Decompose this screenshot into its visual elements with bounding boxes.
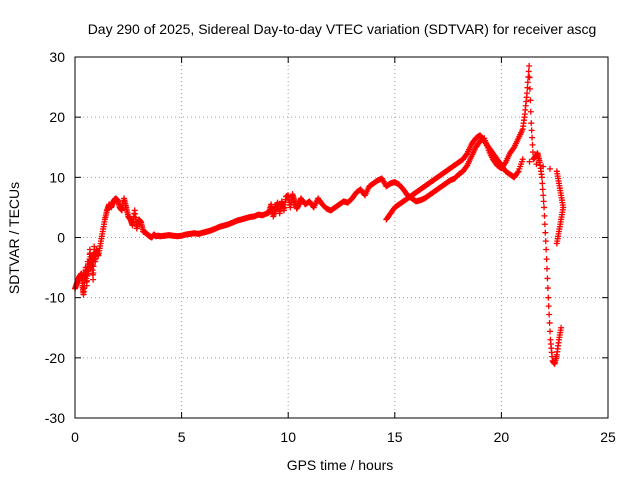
data-point: [538, 174, 545, 181]
y-tick-label: 20: [49, 109, 65, 125]
y-tick-label: -10: [45, 290, 65, 306]
data-point: [539, 180, 546, 187]
data-point: [543, 246, 550, 253]
data-point: [546, 319, 553, 326]
data-point: [526, 74, 533, 81]
x-tick-label: 25: [600, 429, 616, 445]
data-point: [542, 238, 549, 245]
x-tick-label: 5: [178, 429, 186, 445]
y-tick-label: 10: [49, 169, 65, 185]
data-point: [533, 161, 540, 168]
data-point: [523, 90, 530, 97]
data-point: [547, 328, 554, 335]
data-point: [542, 229, 549, 236]
data-point: [540, 198, 547, 205]
y-tick-label: -30: [45, 410, 65, 426]
plot-frame: [74, 56, 609, 419]
data-point: [90, 276, 97, 283]
x-tick-label: 10: [280, 429, 296, 445]
data-series: [383, 132, 567, 247]
data-point: [540, 192, 547, 199]
data-point: [525, 68, 532, 75]
x-tick-label: 15: [387, 429, 403, 445]
y-axis-title: SDTVAR / TECUs: [6, 182, 22, 294]
data-point: [541, 221, 548, 228]
tick-layer: 0 5 10 15 20 25 -30 -20 -10 0 10 20 30: [45, 49, 616, 445]
data-point: [526, 63, 533, 70]
y-tick-label: 0: [57, 230, 65, 246]
x-tick-label: 0: [71, 429, 79, 445]
data-point: [540, 163, 547, 170]
data-point: [528, 127, 535, 134]
x-axis-title: GPS time / hours: [287, 457, 394, 473]
data-point: [539, 186, 546, 193]
data-point: [529, 134, 536, 141]
data-point: [519, 156, 526, 163]
data-point: [547, 165, 554, 172]
data-point: [510, 145, 517, 152]
data-point: [553, 240, 560, 247]
y-tick-label: -20: [45, 350, 65, 366]
data-point: [558, 324, 565, 331]
data-point: [545, 303, 552, 310]
data-point: [527, 108, 534, 115]
chart-title: Day 290 of 2025, Sidereal Day-to-day VTE…: [88, 21, 597, 37]
data-point: [529, 141, 536, 148]
data-point: [526, 158, 533, 165]
mark-layer: [72, 63, 567, 367]
data-series: [72, 63, 565, 367]
x-tick-label: 20: [494, 429, 510, 445]
data-point: [90, 269, 97, 276]
data-point: [463, 163, 470, 170]
y-tick-label: 30: [49, 49, 65, 65]
data-point: [544, 265, 551, 272]
data-point: [544, 285, 551, 292]
data-point: [514, 169, 521, 176]
data-point: [90, 263, 97, 270]
data-point: [544, 275, 551, 282]
data-point: [545, 294, 552, 301]
data-point: [541, 212, 548, 219]
data-point: [528, 120, 535, 127]
data-point: [541, 204, 548, 211]
data-point: [527, 97, 534, 104]
data-point: [546, 311, 553, 318]
data-point: [526, 85, 533, 92]
data-point: [529, 149, 536, 156]
data-point: [463, 151, 470, 158]
data-point: [543, 256, 550, 263]
data-point: [524, 79, 531, 86]
